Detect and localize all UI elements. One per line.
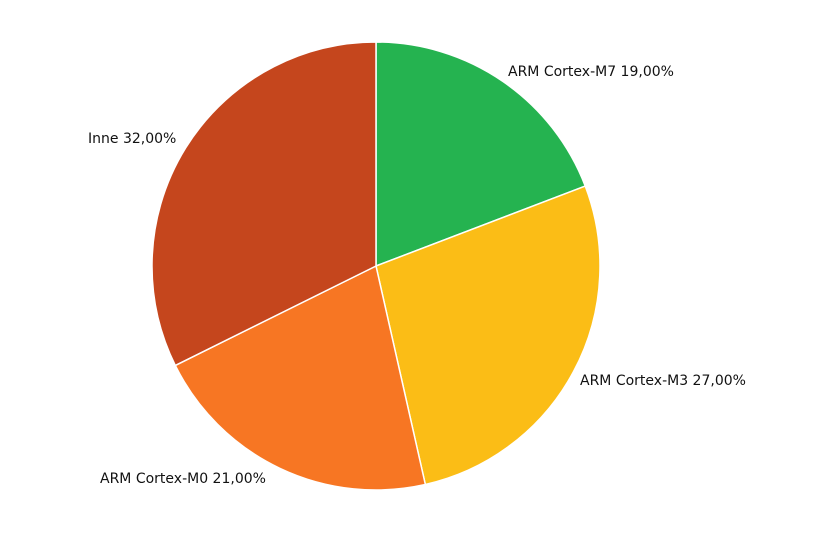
pie-slice-arm-cortex-m3 — [375, 185, 601, 486]
slice-label-inne: Inne 32,00% — [88, 131, 176, 147]
pie-slice-arm-cortex-m7 — [375, 41, 587, 268]
pie-slice-inne — [151, 41, 377, 367]
slice-label-arm-cortex-m3: ARM Cortex-M3 27,00% — [580, 373, 746, 389]
pie-labels: ARM Cortex-M7 19,00% ARM Cortex-M3 27,00%… — [88, 64, 746, 487]
pie-slice-arm-cortex-m0 — [174, 264, 427, 491]
pie-slices — [151, 41, 601, 491]
slice-label-arm-cortex-m7: ARM Cortex-M7 19,00% — [508, 64, 674, 80]
slice-label-arm-cortex-m0: ARM Cortex-M0 21,00% — [100, 471, 266, 487]
